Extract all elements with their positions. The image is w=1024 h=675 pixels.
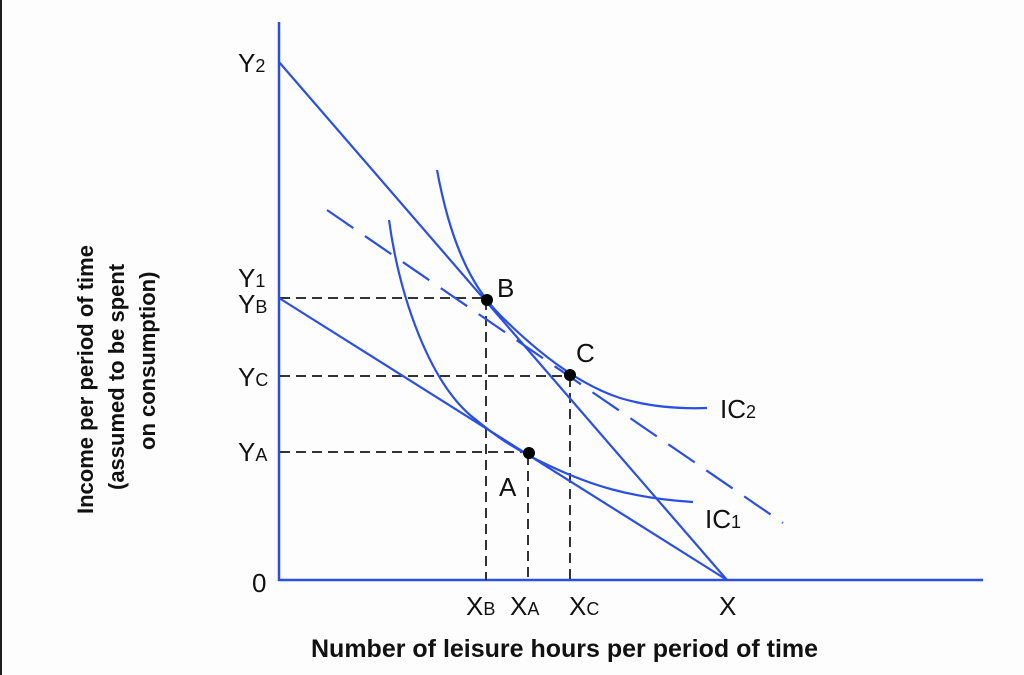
- budget-line-y2-x: [278, 61, 728, 581]
- label-yc: YC: [238, 362, 268, 392]
- label-x: X: [719, 591, 736, 621]
- label-ic2: IC2: [720, 394, 756, 424]
- label-xa: XA: [510, 591, 539, 621]
- guide-lines: [280, 297, 571, 580]
- compensated-budget-line-dashed: [326, 209, 784, 524]
- label-origin: 0: [252, 568, 266, 598]
- label-yb: YB: [238, 289, 267, 319]
- label-y2: Y2: [238, 48, 265, 78]
- point-a-marker: [523, 447, 535, 459]
- indifference-curve-ic2: [435, 169, 708, 410]
- label-point-a: A: [499, 472, 517, 502]
- label-ya: YA: [238, 437, 267, 467]
- label-y1: Y1: [238, 263, 265, 293]
- indifference-curve-ic1: [387, 219, 694, 504]
- y-axis-title-line3: on consumption): [135, 272, 160, 450]
- label-point-b: B: [497, 273, 514, 303]
- x-axis-title: Number of leisure hours per period of ti…: [311, 635, 818, 663]
- label-xb: XB: [466, 591, 495, 621]
- y-axis-title-line1: Income per period of time: [73, 245, 98, 514]
- y-axis-title: Income per period of time (assumed to be…: [73, 245, 160, 514]
- label-point-c: C: [576, 338, 595, 368]
- point-c-marker: [564, 369, 576, 381]
- window-left-border: [0, 0, 2, 675]
- point-b-marker: [481, 294, 493, 306]
- label-xc: XC: [569, 591, 599, 621]
- y-axis-title-line2: (assumed to be spent: [104, 263, 129, 490]
- label-ic1: IC1: [705, 504, 741, 534]
